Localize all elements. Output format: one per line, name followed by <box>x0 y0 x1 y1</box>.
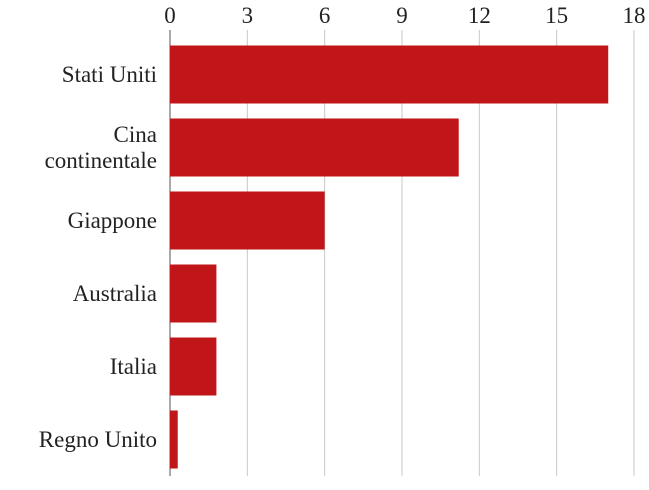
y-tick-label: Stati Uniti <box>61 61 157 87</box>
x-tick-label: 12 <box>468 3 491 28</box>
x-tick-label: 6 <box>319 3 331 28</box>
y-tick-label: Italia <box>109 353 157 379</box>
bar <box>170 45 609 104</box>
x-tick-label: 9 <box>396 3 408 28</box>
x-tick-label: 3 <box>242 3 254 28</box>
x-tick-label: 18 <box>623 3 646 28</box>
y-tick-label: Australia <box>72 280 157 306</box>
bar <box>170 118 459 177</box>
bar <box>170 410 178 469</box>
x-tick-label: 15 <box>545 3 568 28</box>
y-tick-label: Giappone <box>67 207 157 233</box>
y-tick-label: Cina continentale <box>44 121 157 173</box>
bar <box>170 337 217 396</box>
bar <box>170 264 217 323</box>
x-tick-label: 0 <box>164 3 176 28</box>
bar <box>170 191 325 250</box>
y-tick-label: Regno Unito <box>38 426 157 452</box>
